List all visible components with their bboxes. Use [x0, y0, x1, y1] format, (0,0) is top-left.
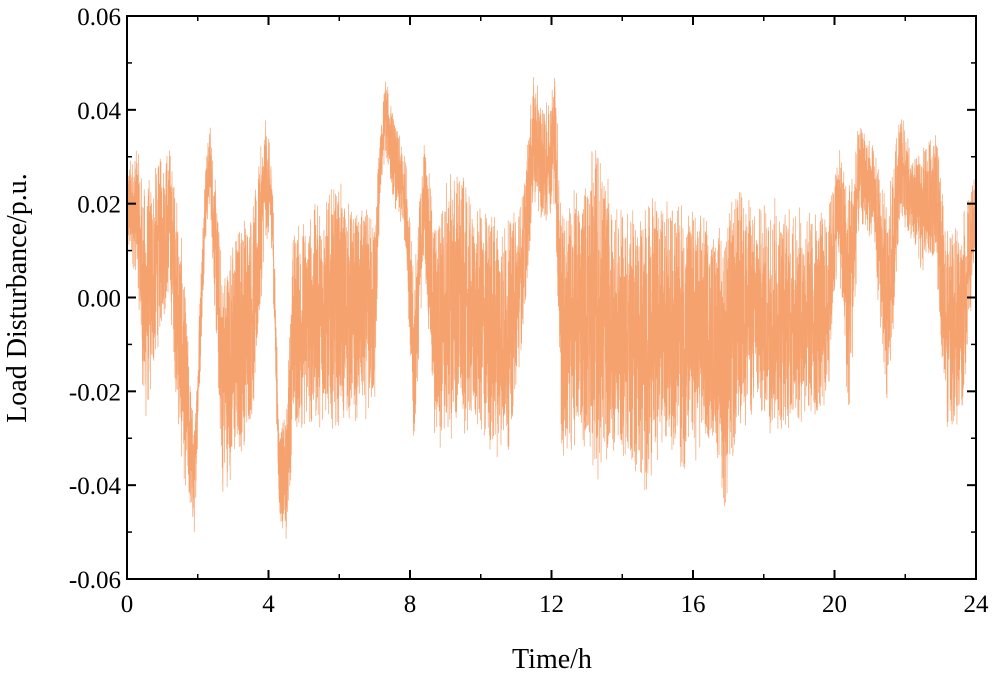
x-tick-label: 20 [822, 591, 847, 618]
y-tick-label: 0.02 [77, 192, 121, 219]
y-tick-label: 0.06 [77, 4, 121, 31]
y-tick-label: 0.04 [77, 98, 121, 125]
x-tick-label: 4 [262, 591, 275, 618]
y-axis-title: Load Disturbance/p.u. [2, 173, 33, 423]
x-axis-title: Time/h [512, 644, 592, 675]
y-tick-label: -0.04 [69, 473, 122, 500]
y-tick-label: -0.02 [69, 379, 121, 406]
y-tick-label: -0.06 [69, 567, 121, 594]
series-layer [126, 77, 977, 539]
x-tick-label: 24 [964, 591, 990, 618]
series-line [126, 77, 977, 539]
x-tick-label: 12 [539, 591, 564, 618]
x-tick-label: 8 [404, 591, 417, 618]
ticks-layer: 0 4 8 12 16 20 24 -0.06 -0.04 -0.02 0.00 0.02 0.04 0.… [69, 4, 989, 618]
x-tick-label: 0 [121, 591, 134, 618]
x-tick-label: 16 [681, 591, 706, 618]
y-tick-label: 0.00 [77, 286, 121, 313]
